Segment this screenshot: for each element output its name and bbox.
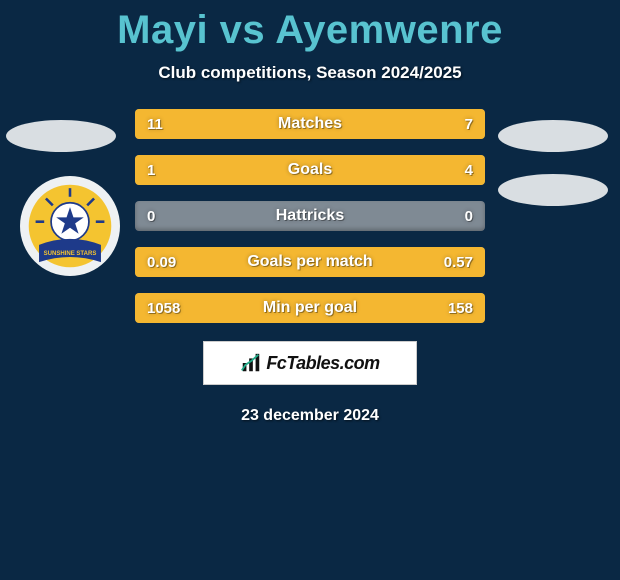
stat-bar-left bbox=[135, 109, 349, 139]
club-left-badge: SUNSHINE STARS bbox=[20, 176, 120, 276]
stat-row: 1Goals4 bbox=[135, 155, 485, 185]
stat-bar-right bbox=[349, 109, 486, 139]
stat-bar-right bbox=[440, 293, 486, 323]
club-right-badge-placeholder bbox=[498, 174, 608, 206]
sunshine-stars-badge-icon: SUNSHINE STARS bbox=[27, 183, 113, 269]
player-right-photo-placeholder bbox=[498, 120, 608, 152]
stat-bar-left bbox=[135, 293, 440, 323]
subtitle: Club competitions, Season 2024/2025 bbox=[0, 63, 620, 83]
comparison-widget: Mayi vs Ayemwenre Club competitions, Sea… bbox=[0, 0, 620, 580]
fctables-logo[interactable]: FcTables.com bbox=[203, 341, 417, 385]
svg-text:SUNSHINE STARS: SUNSHINE STARS bbox=[44, 251, 97, 257]
stat-row: 0.09Goals per match0.57 bbox=[135, 247, 485, 277]
stat-bar-left bbox=[135, 155, 205, 185]
page-title: Mayi vs Ayemwenre bbox=[0, 8, 620, 53]
stat-row: 0Hattricks0 bbox=[135, 201, 485, 231]
stat-row: 11Matches7 bbox=[135, 109, 485, 139]
stat-bar-left bbox=[135, 247, 184, 277]
stat-right-value: 0 bbox=[465, 208, 473, 225]
stat-row: 1058Min per goal158 bbox=[135, 293, 485, 323]
fctables-brand-text: FcTables.com bbox=[266, 353, 379, 374]
stat-bar-right bbox=[205, 155, 485, 185]
footer-date: 23 december 2024 bbox=[0, 407, 620, 425]
stat-metric-label: Hattricks bbox=[135, 207, 485, 225]
player-left-photo-placeholder bbox=[6, 120, 116, 152]
bar-chart-icon bbox=[240, 352, 262, 374]
stats-table: 11Matches7 1Goals4 0Hattricks0 0.09Goals pe… bbox=[135, 109, 485, 323]
stat-row-text: 0Hattricks0 bbox=[135, 201, 485, 231]
stat-left-value: 0 bbox=[147, 208, 155, 225]
stat-bar-right bbox=[184, 247, 485, 277]
